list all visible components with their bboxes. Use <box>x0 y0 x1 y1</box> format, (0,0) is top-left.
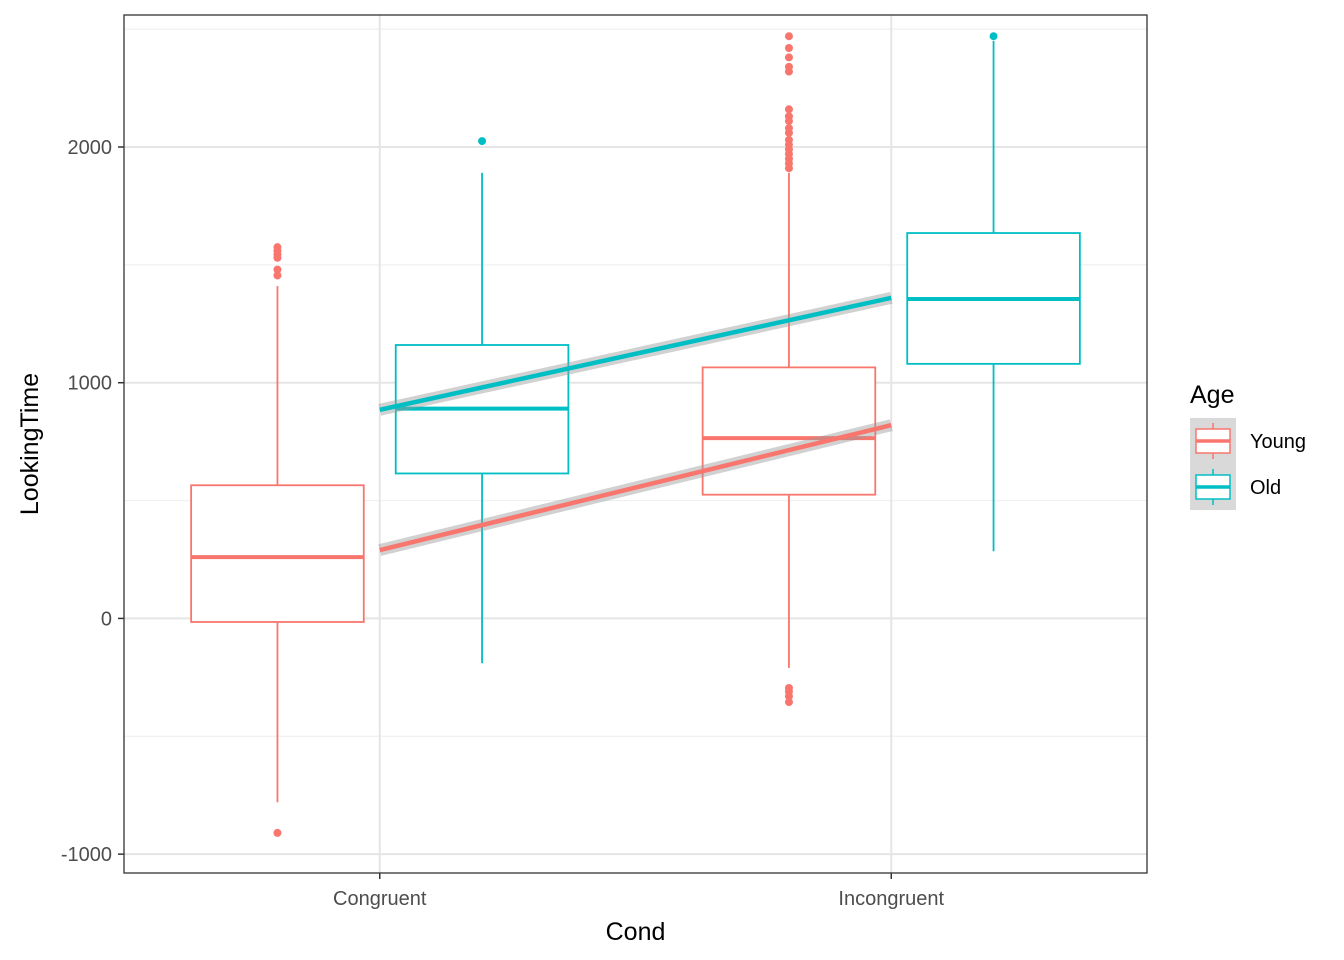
outlier-point <box>478 137 487 146</box>
x-axis-title: Cond <box>606 918 666 946</box>
outlier-point <box>273 828 282 837</box>
box-young-congruent <box>190 243 365 837</box>
outlier-point <box>784 62 793 71</box>
legend-label-old: Old <box>1250 477 1281 499</box>
box-layer <box>190 32 1081 837</box>
box-young-incongruent <box>701 32 877 707</box>
outlier-point <box>784 135 793 144</box>
legend-label-young: Young <box>1250 431 1306 453</box>
outlier-point <box>273 265 282 274</box>
outlier-point <box>784 698 793 707</box>
trend-layer <box>378 291 893 556</box>
box-old-incongruent <box>906 32 1081 552</box>
trend-line-young <box>379 422 892 553</box>
outlier-point <box>784 112 793 121</box>
axes: -1000 0 1000 2000 Congruent Incongruent <box>61 137 945 910</box>
legend-title: Age <box>1190 381 1234 409</box>
grid-lines <box>124 15 1147 873</box>
outlier-point <box>784 32 793 41</box>
box-old-congruent <box>394 137 570 664</box>
outlier-point <box>784 44 793 52</box>
y-tick-label: -1000 <box>61 844 112 866</box>
outlier-point <box>273 243 282 252</box>
legend-item-old: Old <box>1190 464 1281 510</box>
box-body <box>190 484 365 623</box>
legend: Age Young Old <box>1190 381 1306 510</box>
y-tick-label: 1000 <box>68 373 113 395</box>
panel-border <box>123 14 1148 874</box>
outlier-point <box>989 32 998 41</box>
outlier-point <box>784 124 793 133</box>
outlier-point <box>784 683 793 692</box>
trend-line-old <box>379 295 892 413</box>
outlier-point <box>784 105 793 114</box>
y-tick-label: 2000 <box>68 137 113 159</box>
outlier-point <box>273 271 282 280</box>
x-tick-label: Incongruent <box>838 888 944 910</box>
box-body <box>701 366 877 496</box>
y-axis-title: LookingTime <box>16 373 44 515</box>
x-tick-label: Congruent <box>333 888 427 910</box>
y-tick-label: 0 <box>101 608 112 630</box>
legend-item-young: Young <box>1190 418 1306 464</box>
outlier-point <box>784 53 793 62</box>
